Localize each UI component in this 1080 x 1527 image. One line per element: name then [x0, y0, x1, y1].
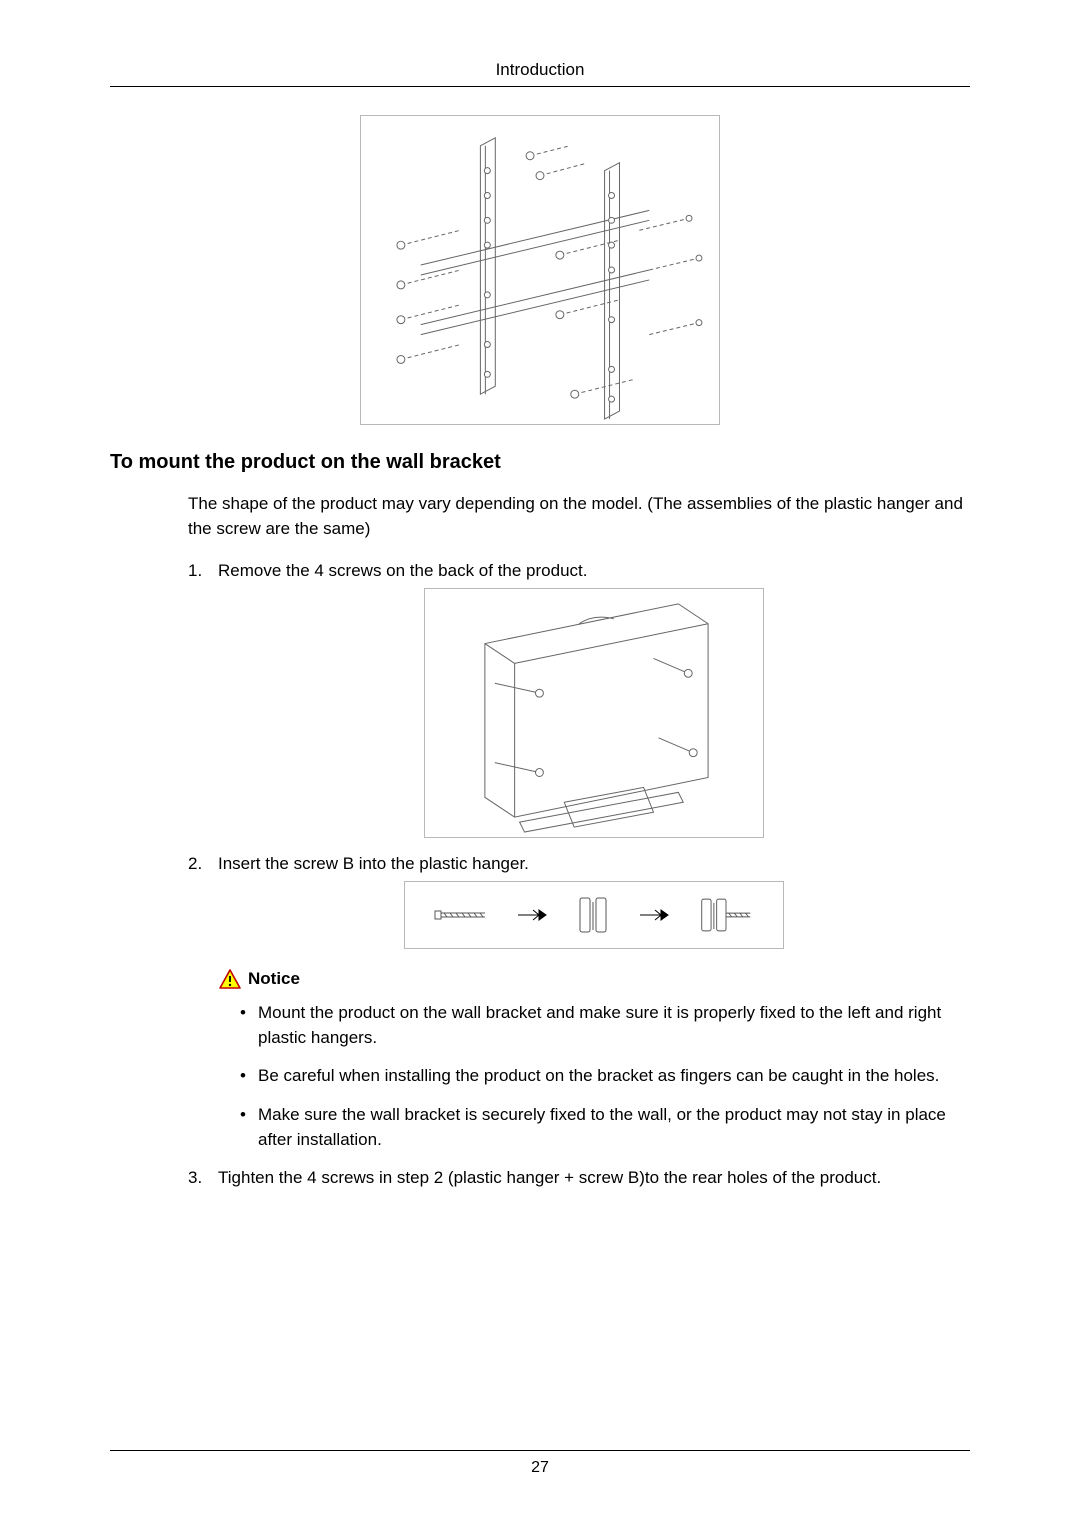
notice-heading: Notice: [218, 967, 970, 992]
notice-item-3: Make sure the wall bracket is securely f…: [240, 1103, 970, 1152]
step-3: Tighten the 4 screws in step 2 (plastic …: [188, 1166, 970, 1191]
notice-item-2: Be careful when installing the product o…: [240, 1064, 970, 1089]
page: Introduction: [0, 0, 1080, 1527]
running-header: Introduction: [110, 60, 970, 87]
notice-label: Notice: [248, 967, 300, 992]
warning-triangle-icon: [218, 968, 242, 990]
arrow-right-icon: [517, 909, 547, 921]
figure-product-rear: [424, 588, 764, 838]
arrow-right-icon: [639, 909, 669, 921]
plastic-hanger-icon: [576, 896, 610, 934]
page-number: 27: [531, 1459, 549, 1476]
steps-list: Remove the 4 screws on the back of the p…: [188, 559, 970, 1191]
figure-screw-sequence: [404, 881, 784, 949]
intro-paragraph: The shape of the product may vary depend…: [188, 492, 970, 541]
notice-item-1: Mount the product on the wall bracket an…: [240, 1001, 970, 1050]
page-footer: 27: [110, 1450, 970, 1477]
step-1: Remove the 4 screws on the back of the p…: [188, 559, 970, 838]
step-1-text: Remove the 4 screws on the back of the p…: [218, 561, 587, 580]
section-heading: To mount the product on the wall bracket: [110, 451, 970, 474]
notice-list: Mount the product on the wall bracket an…: [218, 1001, 970, 1152]
plastic-hanger-with-screw-icon: [698, 896, 754, 934]
step-2-text: Insert the screw B into the plastic hang…: [218, 854, 529, 873]
screw-icon: [434, 908, 488, 922]
figure-bracket-assembly: [360, 115, 720, 425]
body-content: The shape of the product may vary depend…: [188, 492, 970, 1191]
step-2: Insert the screw B into the plastic hang…: [188, 852, 970, 1152]
step-3-text: Tighten the 4 screws in step 2 (plastic …: [218, 1168, 881, 1187]
